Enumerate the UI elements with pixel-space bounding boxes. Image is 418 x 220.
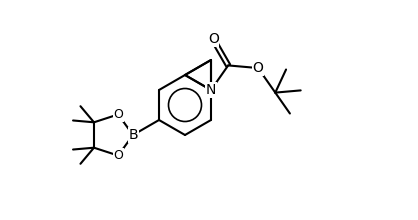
Text: O: O (252, 61, 263, 75)
Text: N: N (206, 83, 216, 97)
Text: O: O (113, 149, 123, 162)
Text: B: B (128, 128, 138, 142)
Text: O: O (208, 32, 219, 46)
Text: O: O (113, 108, 123, 121)
